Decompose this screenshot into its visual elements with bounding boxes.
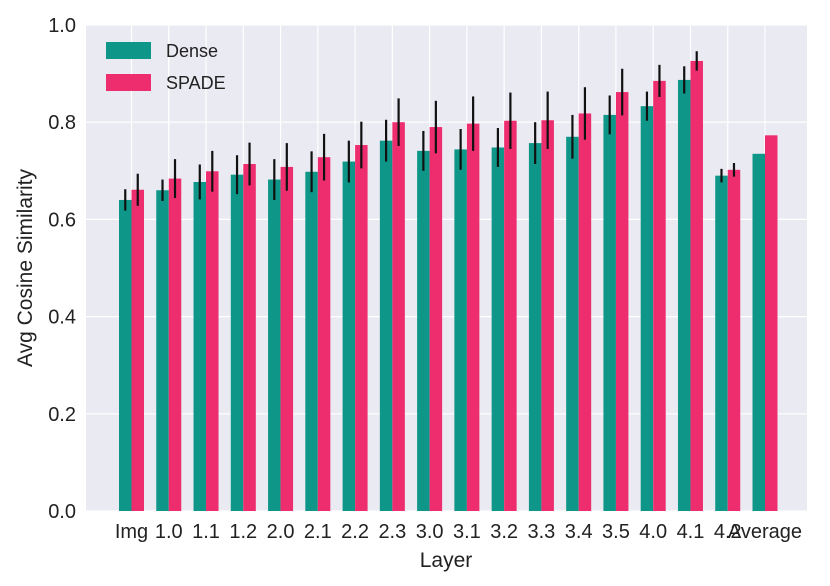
- bar-dense-3-0: [417, 150, 430, 511]
- bar-dense-img: [119, 199, 132, 511]
- bar-dense-4-1: [677, 79, 691, 511]
- bar-spade-2-0: [280, 166, 294, 512]
- bar-spade-4-2: [727, 169, 741, 511]
- x-tick-label: 3.5: [602, 521, 630, 543]
- bar-spade-1-0: [168, 178, 182, 512]
- bar-dense-3-2: [491, 147, 505, 512]
- bar-dense-2-1: [305, 171, 318, 511]
- bar-spade-3-2: [504, 120, 517, 511]
- x-tick-label: 2.1: [304, 521, 332, 543]
- bar-dense-2-0: [268, 179, 281, 511]
- bar-dense-1-2: [230, 174, 244, 512]
- x-axis-label: Layer: [420, 549, 473, 572]
- bar-dense-3-3: [528, 143, 542, 511]
- bar-spade-3-3: [541, 120, 554, 512]
- legend: Dense SPADE: [106, 41, 226, 93]
- bar-dense-2-3: [379, 140, 393, 511]
- x-axis-ticks: Img 1.0 1.1 1.2 2.0 2.1 2.2 2.3 3.0 3.1 3.2 3.3 3.4 3…: [115, 521, 802, 543]
- x-tick-label: 2.3: [378, 521, 406, 543]
- x-tick-label: 1.0: [155, 521, 183, 543]
- bar-spade-2-2: [355, 145, 368, 512]
- x-tick-label: Average: [728, 521, 802, 543]
- y-axis-label: Avg Cosine Similarity: [14, 168, 37, 367]
- x-tick-label: 1.2: [229, 521, 257, 543]
- bar-spade-1-1: [206, 171, 219, 511]
- bar-spade-average: [765, 135, 778, 511]
- y-tick-label: 0.2: [48, 404, 76, 426]
- x-tick-label: 3.2: [490, 521, 518, 543]
- bar-spade-4-1: [690, 60, 703, 512]
- bar-dense-average: [752, 153, 765, 512]
- x-tick-label: 3.4: [565, 521, 593, 543]
- legend-swatch-spade: [106, 74, 151, 91]
- y-tick-label: 0.0: [48, 501, 76, 523]
- y-tick-label: 0.8: [48, 112, 76, 134]
- x-tick-label: 3.1: [453, 521, 481, 543]
- bar-spade-1-2: [243, 163, 256, 511]
- bar-spade-2-1: [317, 157, 331, 511]
- bar-dense-3-4: [566, 136, 579, 511]
- bar-dense-3-5: [603, 114, 616, 511]
- x-tick-label: 2.2: [341, 521, 369, 543]
- bar-dense-3-1: [454, 149, 467, 511]
- bar-spade-3-0: [429, 127, 443, 511]
- bar-spade-img: [131, 189, 144, 511]
- bar-dense-4-0: [640, 106, 654, 512]
- legend-swatch-dense: [106, 42, 151, 59]
- x-tick-label: 4.0: [639, 521, 667, 543]
- x-tick-label: 3.3: [528, 521, 556, 543]
- legend-label-dense: Dense: [166, 41, 218, 61]
- y-tick-label: 0.4: [48, 307, 76, 329]
- bar-dense-1-1: [193, 181, 207, 511]
- bar-spade-2-3: [392, 122, 405, 511]
- y-axis-ticks: 0.0 0.2 0.4 0.6 0.8 1.0: [48, 15, 76, 523]
- x-tick-label: 4.2: [714, 521, 742, 543]
- x-tick-label: 3.0: [416, 521, 444, 543]
- legend-label-spade: SPADE: [166, 73, 226, 93]
- bar-dense-4-2: [715, 175, 728, 511]
- y-tick-label: 0.6: [48, 209, 76, 231]
- error-bars-group: [124, 51, 736, 211]
- x-tick-label: Img: [115, 521, 148, 543]
- bar-dense-1-0: [156, 190, 169, 512]
- bar-spade-3-4: [578, 113, 592, 512]
- x-tick-label: 1.1: [192, 521, 220, 543]
- x-tick-label: 2.0: [267, 521, 295, 543]
- y-tick-label: 1.0: [48, 15, 76, 37]
- bars-group: [119, 60, 778, 512]
- x-tick-label: 4.1: [677, 521, 705, 543]
- bar-spade-3-5: [615, 92, 629, 512]
- bar-spade-3-1: [466, 123, 480, 512]
- bar-spade-4-0: [653, 80, 666, 511]
- bar-dense-2-2: [342, 161, 356, 512]
